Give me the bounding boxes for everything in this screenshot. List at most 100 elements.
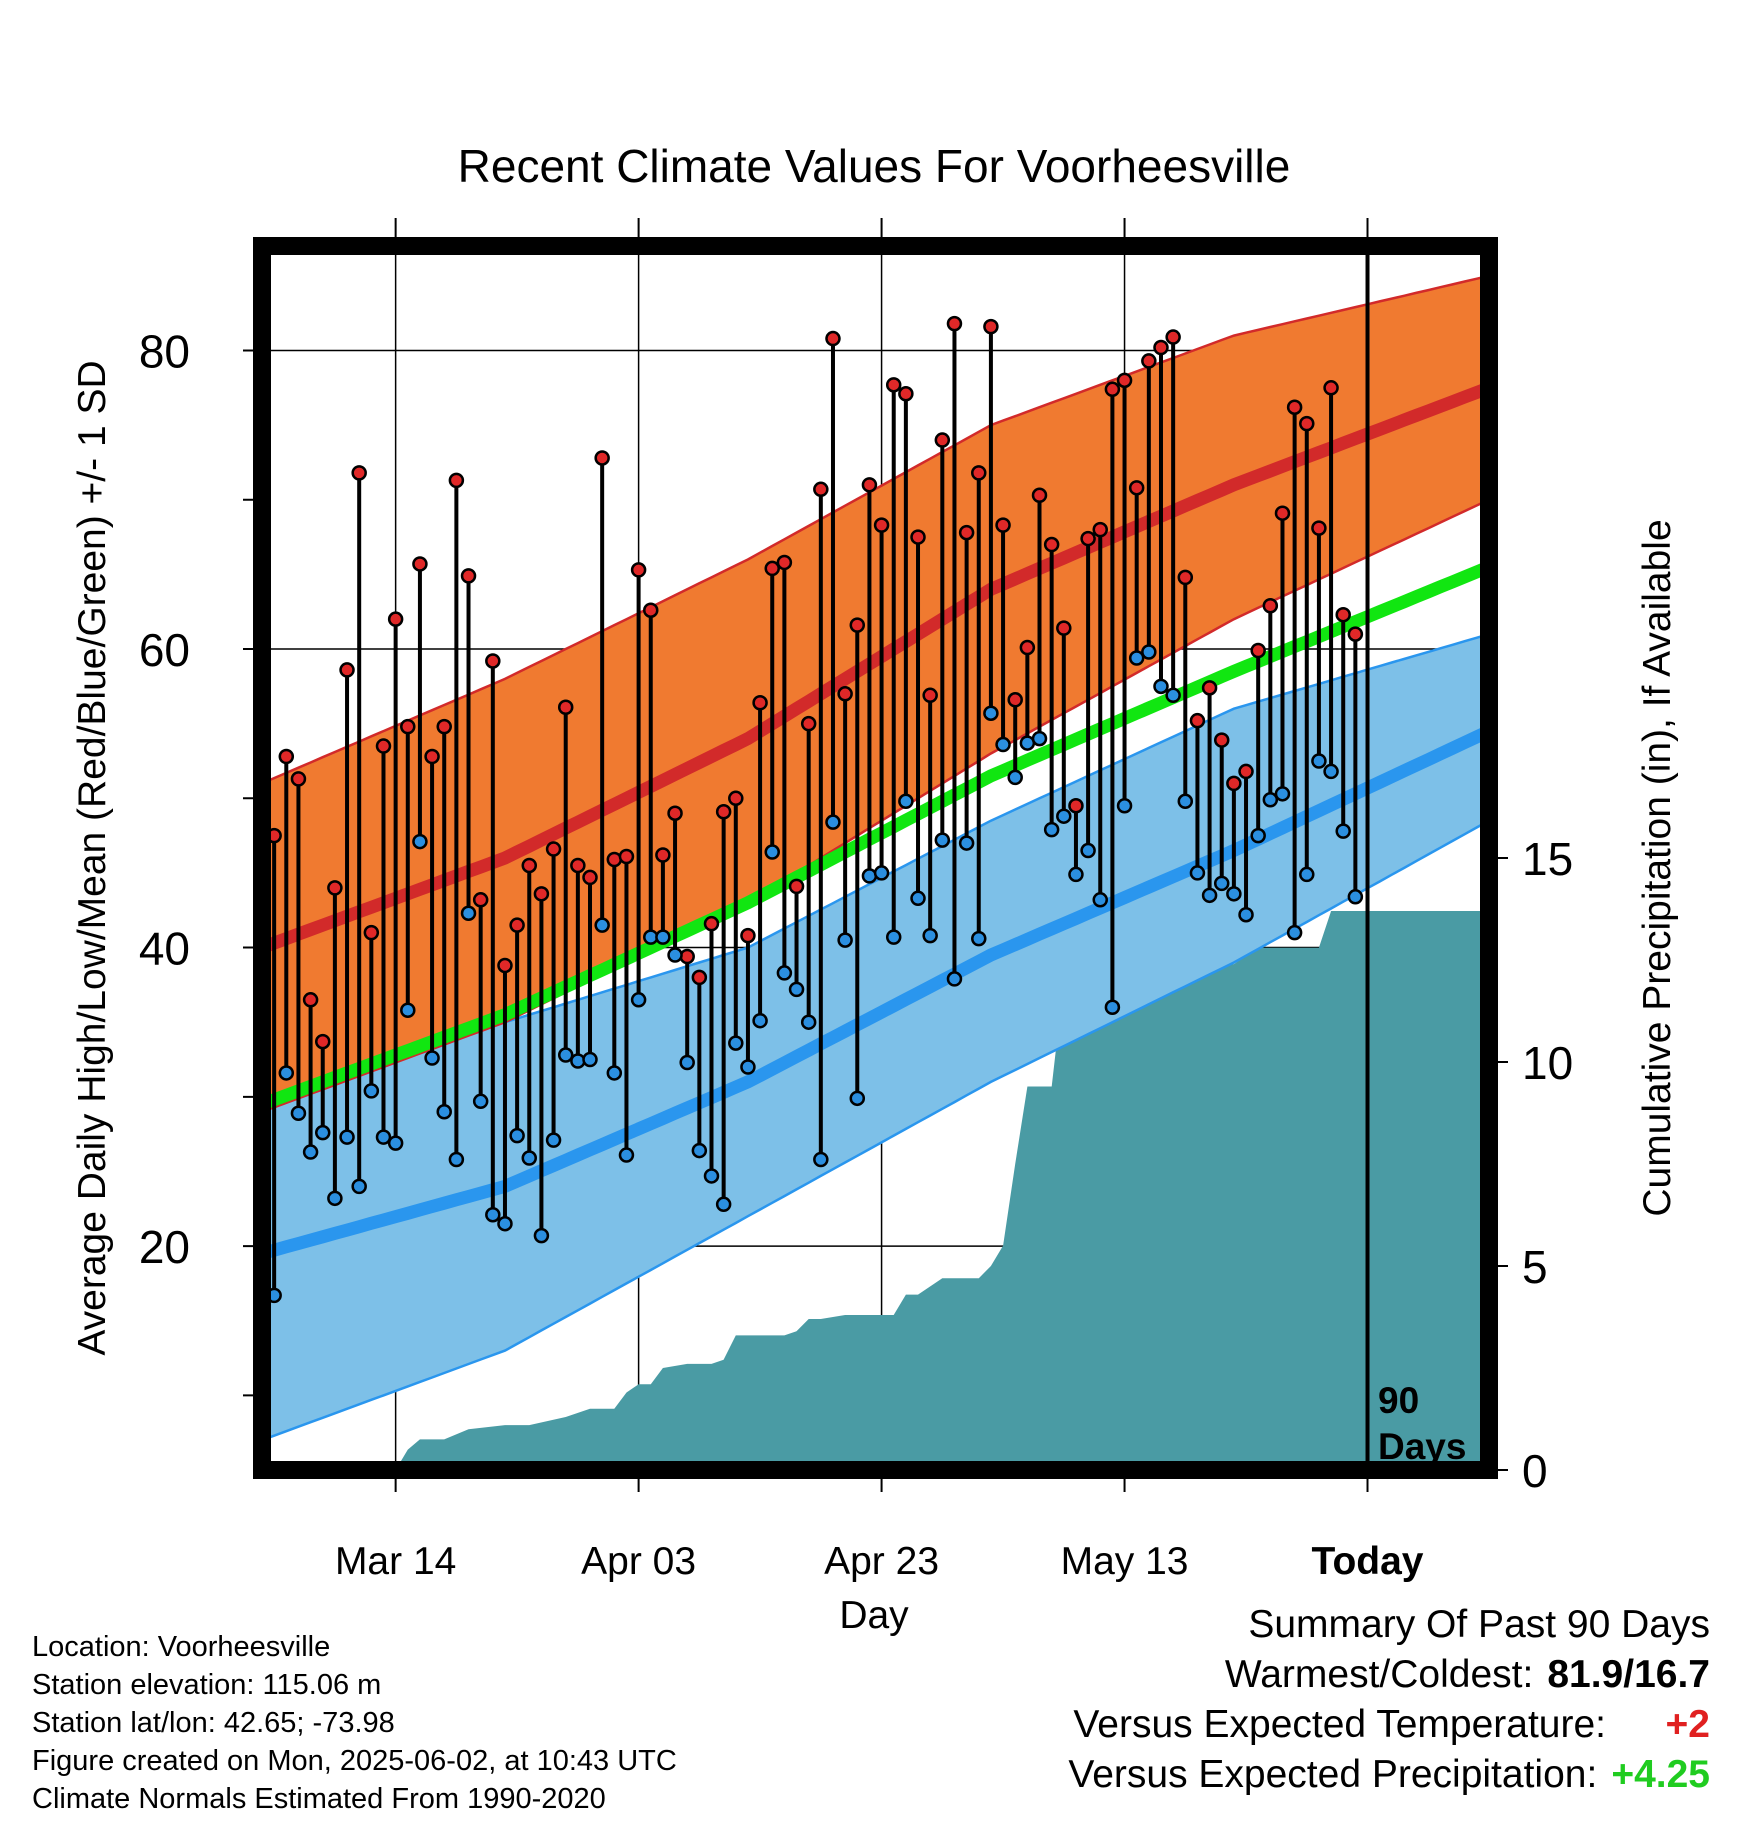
- daily-high-point: [412, 556, 428, 572]
- daily-low-point: [813, 1151, 829, 1168]
- daily-low-point: [679, 1054, 695, 1071]
- daily-low-point: [1007, 769, 1023, 786]
- daily-low-point: [1226, 886, 1242, 902]
- daily-high-point: [1238, 763, 1254, 780]
- daily-high-point: [1213, 732, 1230, 748]
- daily-high-point: [594, 450, 610, 466]
- daily-high-point: [861, 477, 878, 493]
- precip-anomaly-label: Versus Expected Precipitation:: [1068, 1753, 1598, 1796]
- daily-high-point: [545, 841, 562, 857]
- daily-low-point: [1299, 866, 1315, 883]
- summary-temperature: Versus Expected Temperature: +2: [1068, 1700, 1710, 1750]
- daily-low-point: [1274, 786, 1291, 802]
- daily-high-point: [448, 472, 465, 489]
- daily-low-point: [1323, 763, 1339, 780]
- precip-area: [262, 911, 1489, 1470]
- daily-high-point: [1068, 798, 1084, 814]
- daily-low-point: [485, 1207, 501, 1223]
- daily-high-point: [533, 886, 550, 902]
- precip-tick-label-15: 15: [1522, 833, 1573, 885]
- temp-anomaly-label: Versus Expected Temperature:: [1073, 1703, 1606, 1746]
- daily-high-point: [1311, 520, 1327, 536]
- daily-low-point: [412, 833, 428, 850]
- daily-low-point: [1335, 823, 1351, 839]
- daily-high-point: [873, 517, 890, 533]
- station-info: Location: Voorheesville Station elevatio…: [32, 1628, 677, 1818]
- daily-high-point: [1080, 530, 1096, 547]
- x-tick-label-0: Mar 14: [335, 1540, 456, 1583]
- daily-high-point: [1141, 353, 1157, 369]
- daily-high-point: [1177, 569, 1194, 586]
- daily-high-point: [1007, 692, 1023, 708]
- daily-low-point: [958, 835, 975, 851]
- daily-high-point: [509, 917, 525, 933]
- info-location: Location: Voorheesville: [32, 1631, 331, 1663]
- y-tick-label-20: 20: [139, 1221, 190, 1273]
- daily-high-point: [606, 851, 623, 868]
- high-band-lower-edge: [262, 498, 1489, 1113]
- daily-low-point: [849, 1090, 866, 1107]
- daily-low-point: [752, 1012, 768, 1029]
- info-created: Figure created on Mon, 2025-06-02, at 10…: [32, 1745, 677, 1777]
- daily-high-point: [302, 992, 319, 1008]
- daily-high-point: [1189, 712, 1206, 729]
- daily-high-point: [728, 790, 744, 807]
- daily-high-point: [1323, 380, 1339, 396]
- daily-low-point: [898, 793, 914, 810]
- daily-low-point: [764, 844, 780, 860]
- daily-high-point: [995, 517, 1011, 533]
- daily-high-point: [764, 560, 780, 577]
- daily-low-point: [302, 1144, 319, 1160]
- warm-cold-value: 81.9/16.7: [1547, 1653, 1710, 1696]
- daily-low-point: [1031, 730, 1048, 747]
- x-tick-label-3: May 13: [1061, 1540, 1189, 1583]
- daily-low-point: [1043, 821, 1060, 838]
- daily-high-point: [1250, 642, 1266, 659]
- daily-low-point: [885, 929, 902, 945]
- x-tick-label-1: Apr 03: [581, 1540, 696, 1583]
- daily-low-point: [1153, 678, 1169, 695]
- daily-high-point: [400, 718, 416, 735]
- daily-high-point: [1128, 480, 1145, 496]
- daily-high-point: [958, 524, 975, 541]
- daily-high-point: [314, 1033, 331, 1050]
- daily-high-point: [460, 568, 477, 584]
- daily-low-point: [545, 1132, 562, 1148]
- daily-low-point: [351, 1178, 367, 1195]
- daily-low-point: [971, 930, 987, 947]
- daily-high-point: [752, 695, 768, 711]
- precip-anomaly-value: +4.25: [1611, 1753, 1710, 1796]
- daily-low-point: [1347, 889, 1364, 905]
- daily-high-point: [485, 653, 501, 669]
- today-label-line1: 90: [1378, 1380, 1419, 1421]
- daily-high-point: [436, 718, 452, 735]
- daily-low-point: [314, 1124, 331, 1141]
- daily-low-point: [1213, 875, 1230, 892]
- high-normal-line: [262, 381, 1489, 955]
- daily-high-point: [971, 465, 987, 481]
- daily-high-point: [375, 738, 392, 754]
- normals-layer: [262, 274, 1489, 1442]
- daily-high-point: [837, 686, 853, 702]
- info-latlon: Station lat/lon: 42.65; -73.98: [32, 1707, 395, 1739]
- daily-high-point: [1019, 639, 1036, 656]
- low-band-lower-edge: [262, 819, 1489, 1442]
- daily-low-point: [594, 917, 610, 933]
- daily-high-point: [643, 602, 659, 618]
- daily-high-point: [1274, 505, 1291, 521]
- daily-low-point: [703, 1168, 720, 1184]
- daily-low-point: [946, 971, 963, 987]
- daily-low-point: [1286, 924, 1303, 941]
- daily-low-point: [728, 1035, 744, 1051]
- daily-high-point: [825, 330, 841, 347]
- daily-low-point: [1116, 798, 1133, 814]
- warm-cold-label: Warmest/Coldest:: [1224, 1653, 1534, 1696]
- daily-high-point: [630, 562, 647, 578]
- daily-high-point: [934, 432, 951, 448]
- daily-low-point: [1311, 753, 1327, 769]
- daily-high-point: [1116, 372, 1133, 389]
- high-sd-band: [262, 275, 1489, 1112]
- daily-high-point: [776, 554, 793, 571]
- daily-high-point: [885, 377, 902, 393]
